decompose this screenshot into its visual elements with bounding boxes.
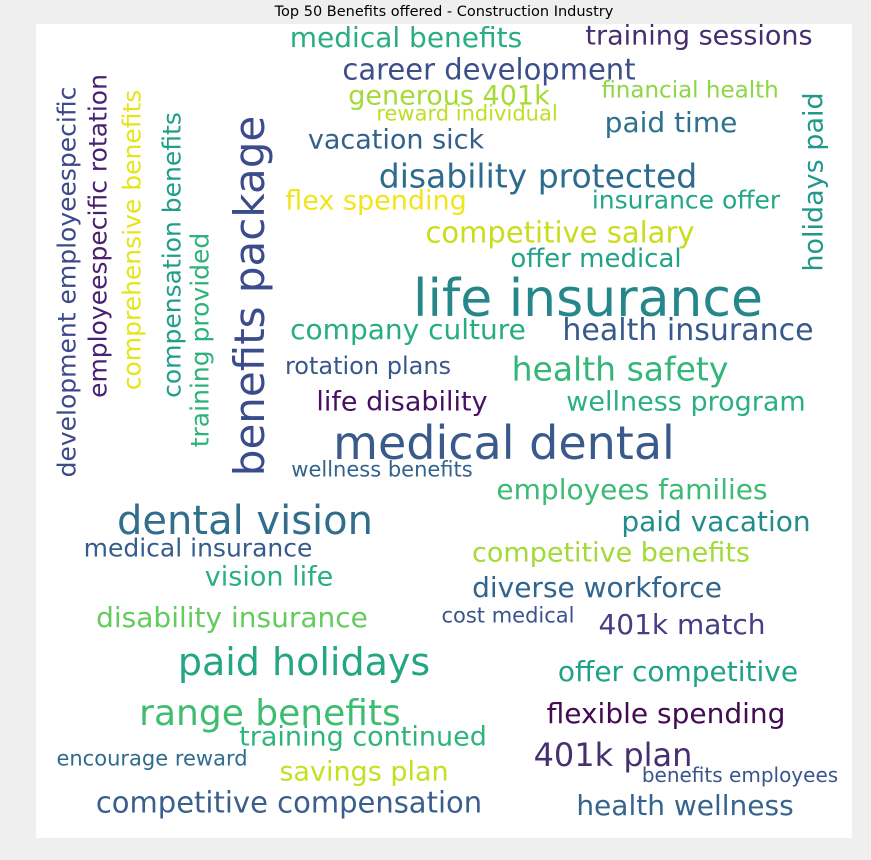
cloud-word: life disability — [316, 386, 488, 418]
cloud-word: vacation sick — [307, 124, 485, 156]
cloud-word: training continued — [239, 721, 487, 753]
cloud-word: employeespecific rotation — [83, 74, 113, 398]
cloud-word: paid time — [604, 106, 738, 139]
cloud-word: rotation plans — [284, 352, 452, 380]
cloud-word: disability insurance — [96, 601, 368, 634]
cloud-word: offer medical — [510, 244, 682, 274]
cloud-word: paid holidays — [177, 640, 431, 684]
cloud-word: medical benefits — [289, 21, 523, 54]
cloud-word: competitive compensation — [95, 785, 483, 820]
cloud-word: competitive benefits — [472, 537, 750, 569]
cloud-word: offer competitive — [557, 655, 799, 688]
cloud-word: reward individual — [376, 101, 558, 126]
cloud-word: cost medical — [441, 603, 575, 628]
cloud-word: generous 401k — [348, 80, 550, 112]
cloud-word: vision life — [204, 561, 334, 593]
cloud-word: benefits employees — [641, 763, 839, 787]
cloud-word: flex spending — [285, 185, 467, 217]
cloud-word: training provided — [185, 232, 215, 448]
cloud-word: competitive salary — [425, 215, 695, 250]
cloud-word: holidays paid — [798, 92, 830, 272]
cloud-word: medical dental — [333, 416, 675, 470]
cloud-word: wellness benefits — [291, 457, 473, 482]
cloud-word: wellness program — [566, 386, 806, 418]
cloud-word: employees families — [496, 473, 768, 506]
cloud-word: insurance offer — [591, 185, 781, 215]
cloud-word: medical insurance — [83, 533, 313, 563]
cloud-word: financial health — [601, 77, 779, 104]
cloud-word: health insurance — [562, 313, 814, 348]
cloud-word: diverse workforce — [472, 571, 722, 604]
cloud-word: 401k match — [598, 608, 766, 641]
chart-title: Top 50 Benefits offered - Construction I… — [274, 4, 614, 20]
cloud-word: health wellness — [576, 789, 794, 822]
cloud-word: career development — [342, 52, 636, 87]
cloud-word: flexible spending — [546, 697, 786, 730]
cloud-word: health safety — [511, 349, 729, 389]
cloud-word: paid vacation — [621, 505, 811, 538]
cloud-word: dental vision — [117, 498, 373, 544]
cloud-word: benefits package — [225, 115, 274, 477]
cloud-word: comprehensive benefits — [117, 89, 147, 391]
cloud-word: disability protected — [378, 156, 698, 196]
cloud-word: range benefits — [139, 693, 401, 734]
cloud-word: development employeespecific — [52, 86, 82, 478]
cloud-word: training sessions — [585, 20, 813, 52]
cloud-word: company culture — [290, 313, 526, 346]
cloud-word: savings plan — [279, 756, 449, 788]
word-cloud-panel: life insurance medical dental benefits pac… — [36, 20, 852, 838]
cloud-word: compensation benefits — [157, 112, 187, 398]
cloud-word: 401k plan — [533, 736, 693, 774]
cloud-word: life insurance — [413, 269, 763, 329]
cloud-word: encourage reward — [56, 746, 248, 771]
